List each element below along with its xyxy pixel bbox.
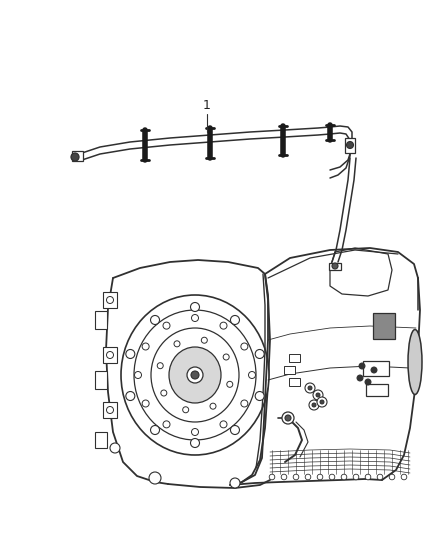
- Circle shape: [126, 350, 135, 359]
- Circle shape: [317, 474, 323, 480]
- Circle shape: [346, 141, 353, 149]
- Bar: [363, 361, 389, 376]
- Circle shape: [320, 400, 324, 404]
- Bar: [95, 371, 107, 389]
- Circle shape: [389, 474, 395, 480]
- Circle shape: [371, 367, 377, 373]
- Circle shape: [312, 403, 316, 407]
- Circle shape: [230, 478, 240, 488]
- Circle shape: [293, 474, 299, 480]
- Bar: [329, 263, 341, 270]
- Bar: [95, 311, 107, 329]
- Circle shape: [332, 263, 338, 269]
- Bar: [289, 354, 300, 362]
- Circle shape: [309, 400, 319, 410]
- Circle shape: [255, 350, 264, 359]
- Circle shape: [365, 379, 371, 385]
- Ellipse shape: [408, 329, 422, 394]
- Circle shape: [106, 296, 113, 303]
- Circle shape: [377, 474, 383, 480]
- Circle shape: [106, 407, 113, 414]
- Circle shape: [142, 343, 149, 350]
- Circle shape: [282, 412, 294, 424]
- Circle shape: [71, 153, 79, 161]
- Circle shape: [126, 392, 135, 400]
- Circle shape: [191, 303, 199, 311]
- Circle shape: [220, 421, 227, 428]
- Circle shape: [106, 351, 113, 359]
- Circle shape: [285, 415, 291, 421]
- Circle shape: [210, 403, 216, 409]
- Circle shape: [305, 383, 315, 393]
- Circle shape: [183, 407, 189, 413]
- Ellipse shape: [151, 328, 239, 422]
- Circle shape: [191, 439, 199, 448]
- Circle shape: [187, 367, 203, 383]
- Circle shape: [220, 322, 227, 329]
- Circle shape: [269, 474, 275, 480]
- Circle shape: [401, 474, 407, 480]
- Circle shape: [316, 393, 320, 397]
- Circle shape: [241, 343, 248, 350]
- Circle shape: [163, 421, 170, 428]
- Circle shape: [142, 400, 149, 407]
- Circle shape: [305, 474, 311, 480]
- Circle shape: [341, 474, 347, 480]
- Circle shape: [149, 472, 161, 484]
- Circle shape: [191, 429, 198, 435]
- Bar: [103, 402, 117, 418]
- Bar: [345, 138, 355, 153]
- Circle shape: [329, 474, 335, 480]
- Ellipse shape: [121, 295, 269, 455]
- Circle shape: [230, 425, 240, 434]
- Circle shape: [317, 397, 327, 407]
- Ellipse shape: [169, 347, 221, 403]
- Circle shape: [357, 375, 363, 381]
- Circle shape: [191, 371, 199, 379]
- Circle shape: [227, 381, 233, 387]
- Bar: [373, 313, 395, 339]
- Circle shape: [201, 337, 207, 343]
- Circle shape: [223, 354, 229, 360]
- Circle shape: [191, 314, 198, 321]
- Circle shape: [151, 425, 159, 434]
- Circle shape: [163, 322, 170, 329]
- Ellipse shape: [134, 310, 256, 440]
- Circle shape: [110, 443, 120, 453]
- Bar: [95, 432, 107, 448]
- Bar: [103, 292, 117, 308]
- Bar: [72, 151, 83, 161]
- Text: 1: 1: [203, 99, 211, 112]
- Circle shape: [134, 372, 141, 378]
- Bar: [103, 347, 117, 363]
- Circle shape: [174, 341, 180, 347]
- Circle shape: [241, 400, 248, 407]
- Circle shape: [161, 390, 167, 396]
- Circle shape: [353, 474, 359, 480]
- Circle shape: [230, 316, 240, 325]
- Circle shape: [157, 362, 163, 369]
- Circle shape: [248, 372, 255, 378]
- Bar: [284, 366, 295, 374]
- Circle shape: [365, 474, 371, 480]
- Bar: [289, 378, 300, 386]
- Circle shape: [313, 390, 323, 400]
- Circle shape: [255, 392, 264, 400]
- Circle shape: [359, 363, 365, 369]
- Circle shape: [281, 474, 287, 480]
- Bar: [366, 384, 388, 396]
- Circle shape: [151, 316, 159, 325]
- Circle shape: [308, 386, 312, 390]
